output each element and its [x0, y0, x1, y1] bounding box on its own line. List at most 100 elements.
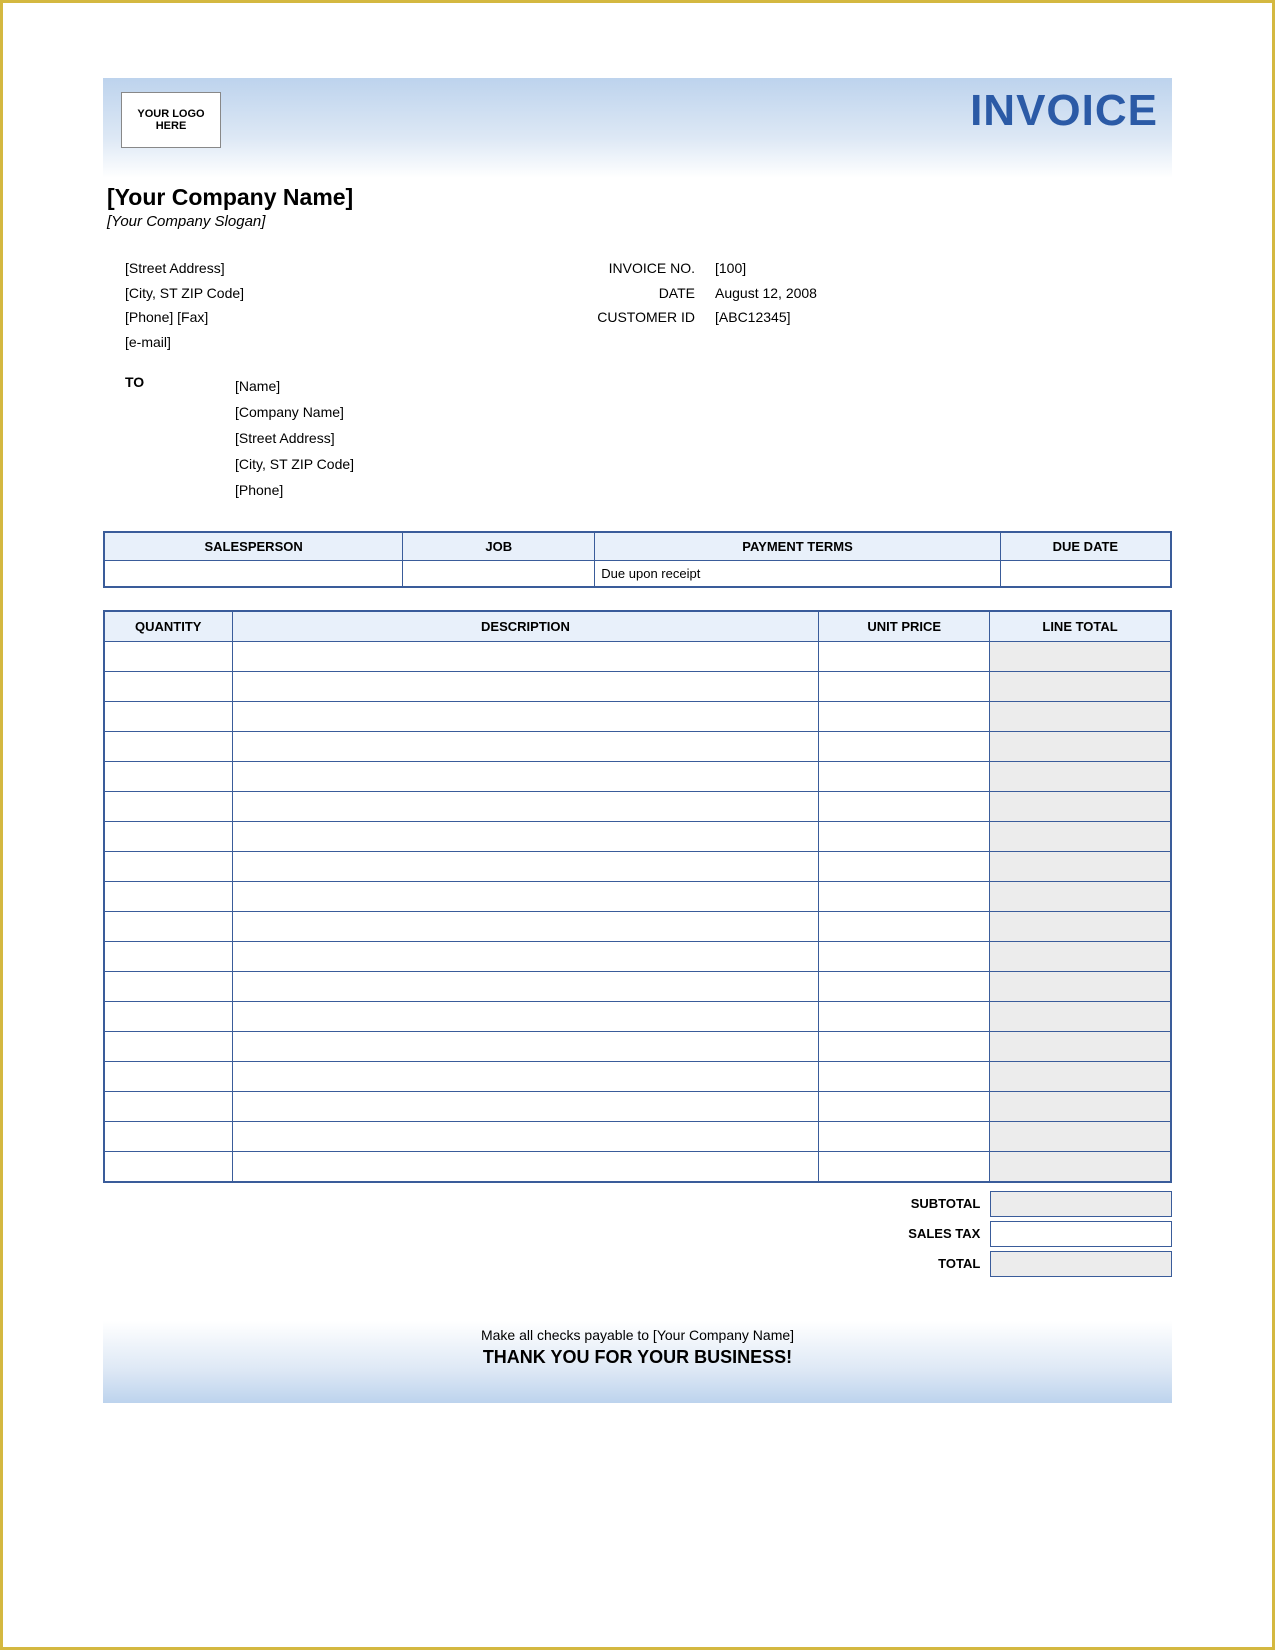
- to-lines: [Name] [Company Name] [Street Address] […: [235, 374, 354, 503]
- cell-unit-price: [819, 732, 990, 762]
- item-row: [104, 822, 1171, 852]
- cell-unit-price: [819, 942, 990, 972]
- th-payment-terms: PAYMENT TERMS: [595, 532, 1000, 561]
- to-city-st-zip: [City, ST ZIP Code]: [235, 452, 354, 478]
- item-row: [104, 1002, 1171, 1032]
- cell-description: [232, 852, 819, 882]
- item-row: [104, 942, 1171, 972]
- cell-line-total: [990, 702, 1171, 732]
- invoice-title: INVOICE: [970, 86, 1158, 136]
- customer-id-value: [ABC12345]: [715, 305, 791, 330]
- cell-quantity: [104, 792, 232, 822]
- cell-quantity: [104, 1122, 232, 1152]
- cell-line-total: [990, 672, 1171, 702]
- cell-unit-price: [819, 762, 990, 792]
- cell-description: [232, 1092, 819, 1122]
- item-row: [104, 762, 1171, 792]
- cell-line-total: [990, 642, 1171, 672]
- company-name: [Your Company Name]: [107, 184, 1172, 211]
- cell-description: [232, 972, 819, 1002]
- cell-unit-price: [819, 912, 990, 942]
- cell-unit-price: [819, 792, 990, 822]
- to-block: TO [Name] [Company Name] [Street Address…: [103, 374, 1172, 503]
- cell-line-total: [990, 792, 1171, 822]
- td-payment-terms: Due upon receipt: [595, 561, 1000, 588]
- th-salesperson: SALESPERSON: [104, 532, 403, 561]
- cell-line-total: [990, 1002, 1171, 1032]
- cell-unit-price: [819, 972, 990, 1002]
- street-address: [Street Address]: [125, 256, 585, 281]
- to-street: [Street Address]: [235, 426, 354, 452]
- subtotal-value: [990, 1191, 1172, 1217]
- cell-quantity: [104, 642, 232, 672]
- cell-unit-price: [819, 1032, 990, 1062]
- cell-line-total: [990, 762, 1171, 792]
- cell-quantity: [104, 702, 232, 732]
- item-row: [104, 1092, 1171, 1122]
- invoice-meta: INVOICE NO. [100] DATE August 12, 2008 C…: [585, 256, 1172, 354]
- cell-description: [232, 1062, 819, 1092]
- item-row: [104, 1122, 1171, 1152]
- cell-description: [232, 1122, 819, 1152]
- cell-unit-price: [819, 882, 990, 912]
- customer-id-label: CUSTOMER ID: [585, 305, 715, 330]
- cell-quantity: [104, 1032, 232, 1062]
- invoice-no-value: [100]: [715, 256, 746, 281]
- cell-unit-price: [819, 1122, 990, 1152]
- cell-unit-price: [819, 852, 990, 882]
- header-band: YOUR LOGO HERE INVOICE: [103, 78, 1172, 178]
- cell-description: [232, 882, 819, 912]
- th-line-total: LINE TOTAL: [990, 611, 1171, 642]
- cell-unit-price: [819, 1062, 990, 1092]
- total-value: [990, 1251, 1172, 1277]
- cell-description: [232, 1032, 819, 1062]
- terms-row: Due upon receipt: [104, 561, 1171, 588]
- item-row: [104, 882, 1171, 912]
- td-salesperson: [104, 561, 403, 588]
- cell-quantity: [104, 942, 232, 972]
- td-due-date: [1000, 561, 1171, 588]
- cell-quantity: [104, 852, 232, 882]
- cell-quantity: [104, 882, 232, 912]
- cell-line-total: [990, 1092, 1171, 1122]
- item-row: [104, 702, 1171, 732]
- cell-unit-price: [819, 1152, 990, 1182]
- cell-description: [232, 1002, 819, 1032]
- totals-block: SUBTOTAL SALES TAX TOTAL: [103, 1189, 1172, 1279]
- city-st-zip: [City, ST ZIP Code]: [125, 281, 585, 306]
- subtotal-label: SUBTOTAL: [911, 1196, 991, 1211]
- phone-fax: [Phone] [Fax]: [125, 305, 585, 330]
- cell-quantity: [104, 732, 232, 762]
- thank-you-text: THANK YOU FOR YOUR BUSINESS!: [103, 1347, 1172, 1368]
- th-unit-price: UNIT PRICE: [819, 611, 990, 642]
- logo-placeholder: YOUR LOGO HERE: [121, 92, 221, 148]
- sales-tax-value: [990, 1221, 1172, 1247]
- cell-quantity: [104, 1062, 232, 1092]
- item-row: [104, 642, 1171, 672]
- item-row: [104, 672, 1171, 702]
- th-due-date: DUE DATE: [1000, 532, 1171, 561]
- to-label: TO: [125, 374, 235, 503]
- cell-line-total: [990, 1062, 1171, 1092]
- item-row: [104, 972, 1171, 1002]
- items-table: QUANTITY DESCRIPTION UNIT PRICE LINE TOT…: [103, 610, 1172, 1183]
- cell-quantity: [104, 912, 232, 942]
- cell-description: [232, 1152, 819, 1182]
- cell-line-total: [990, 972, 1171, 1002]
- cell-line-total: [990, 852, 1171, 882]
- cell-description: [232, 942, 819, 972]
- th-quantity: QUANTITY: [104, 611, 232, 642]
- payable-text: Make all checks payable to [Your Company…: [103, 1327, 1172, 1343]
- cell-description: [232, 762, 819, 792]
- cell-description: [232, 642, 819, 672]
- cell-description: [232, 672, 819, 702]
- cell-unit-price: [819, 672, 990, 702]
- cell-quantity: [104, 822, 232, 852]
- cell-quantity: [104, 762, 232, 792]
- cell-description: [232, 822, 819, 852]
- cell-line-total: [990, 942, 1171, 972]
- td-job: [403, 561, 595, 588]
- cell-line-total: [990, 732, 1171, 762]
- to-name: [Name]: [235, 374, 354, 400]
- sales-tax-label: SALES TAX: [908, 1226, 990, 1241]
